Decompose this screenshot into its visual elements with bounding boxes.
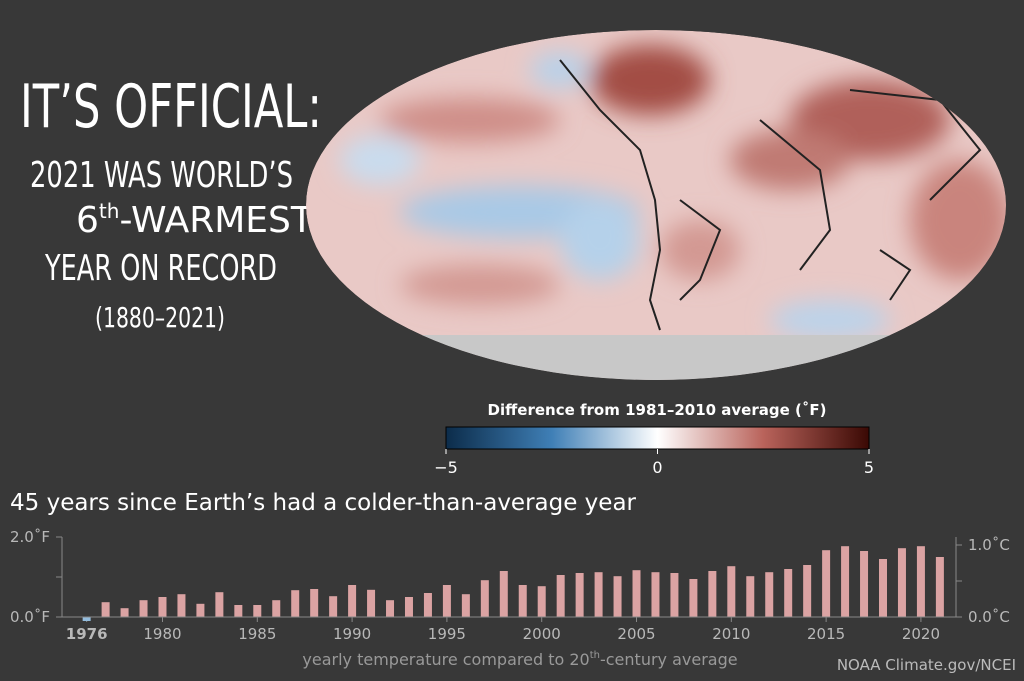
text: -century average	[600, 650, 738, 669]
bar	[651, 572, 660, 617]
bar	[329, 596, 338, 617]
text: -WARMEST	[119, 200, 313, 241]
bar	[670, 573, 679, 617]
bar	[272, 600, 281, 617]
y2-tick-label: 0.0˚C	[968, 608, 1010, 626]
bar	[803, 565, 812, 617]
colorbar-tick-label: 5	[864, 458, 874, 477]
x-tick-label: 1985	[238, 625, 276, 643]
bar	[746, 576, 755, 617]
bar	[253, 605, 262, 617]
bar	[139, 600, 148, 617]
bar	[215, 592, 224, 617]
x-tick-label: 2020	[902, 625, 940, 643]
x-axis-label: yearly temperature compared to 20th-cent…	[302, 650, 737, 669]
bar	[499, 571, 508, 617]
chart-title: 45 years since Earth’s had a colder-than…	[10, 490, 637, 516]
bar	[442, 585, 451, 617]
x-tick-label: 2000	[523, 625, 561, 643]
colorbar-tick-label: 0	[652, 458, 662, 477]
bar	[727, 566, 736, 617]
plot: 0.0˚F 2.0˚F 0.0˚C 1.0˚C 1976 1980 1985 1990 1995…	[10, 528, 1010, 643]
bar	[82, 617, 91, 621]
colorbar	[445, 426, 870, 450]
bar	[841, 546, 850, 617]
bar	[348, 585, 357, 617]
bar	[177, 594, 186, 617]
x-tick-label: 2005	[617, 625, 655, 643]
bar	[367, 589, 376, 617]
colorbar-ticks: −5 0 5	[434, 449, 874, 477]
x-tick-label: 2010	[712, 625, 750, 643]
bar	[480, 580, 489, 617]
bar	[784, 569, 793, 617]
rank: 6	[76, 200, 99, 241]
source: NOAA Climate.gov/NCEI	[837, 656, 1016, 674]
bar	[594, 572, 603, 617]
headline-line: 2021 WAS WORLD’S	[30, 155, 293, 196]
headline-line: 6th-WARMEST	[76, 199, 314, 241]
bar	[120, 608, 129, 617]
superscript: th	[590, 650, 600, 661]
headline-line: YEAR ON RECORD	[44, 248, 277, 289]
superscript: th	[99, 199, 120, 223]
bar	[613, 576, 622, 617]
bar	[935, 557, 944, 617]
bar	[879, 559, 888, 617]
bar	[423, 593, 432, 617]
bar	[101, 602, 110, 617]
bar	[689, 579, 698, 617]
x-tick-label: 1980	[143, 625, 181, 643]
x-tick-label: 1976	[66, 625, 108, 643]
headline-title: IT’S OFFICIAL:	[20, 72, 322, 142]
x-tick-label: 2015	[807, 625, 845, 643]
x-tick-label: 1995	[428, 625, 466, 643]
y2-tick-label: 1.0˚C	[968, 536, 1010, 554]
bar	[632, 570, 641, 617]
bar	[158, 597, 167, 617]
text: yearly temperature compared to 20	[302, 650, 589, 669]
bar	[291, 590, 300, 617]
bar	[386, 600, 395, 617]
bar	[860, 551, 869, 617]
bar	[196, 603, 205, 617]
bar	[518, 585, 527, 617]
bar	[310, 589, 319, 617]
bar	[916, 546, 925, 617]
world-map	[306, 30, 1006, 380]
bar	[822, 550, 831, 617]
headline-period: (1880–2021)	[95, 301, 225, 334]
bar	[708, 571, 717, 617]
y-tick-label: 0.0˚F	[10, 608, 50, 626]
bar	[765, 572, 774, 617]
bar	[897, 548, 906, 617]
bar	[556, 575, 565, 617]
bar	[234, 605, 243, 617]
bar	[404, 597, 413, 617]
bar	[537, 586, 546, 617]
bar	[461, 594, 470, 617]
colorbar-title: Difference from 1981–2010 average (˚F)	[488, 401, 827, 419]
bar	[575, 573, 584, 617]
x-tick-label: 1990	[333, 625, 371, 643]
y-tick-label: 2.0˚F	[10, 528, 50, 546]
colorbar-tick-label: −5	[434, 458, 458, 477]
